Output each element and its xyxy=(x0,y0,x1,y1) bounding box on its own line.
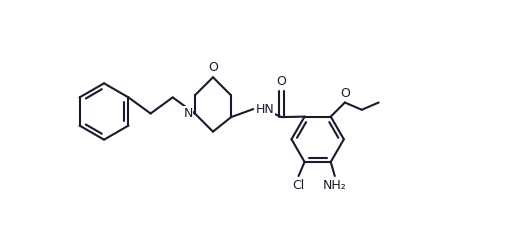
Text: NH₂: NH₂ xyxy=(322,179,346,192)
Text: Cl: Cl xyxy=(292,179,304,192)
Text: O: O xyxy=(276,75,286,88)
Text: O: O xyxy=(208,61,218,74)
Text: O: O xyxy=(339,87,349,100)
Text: N: N xyxy=(183,107,192,120)
Text: HN: HN xyxy=(255,103,274,116)
